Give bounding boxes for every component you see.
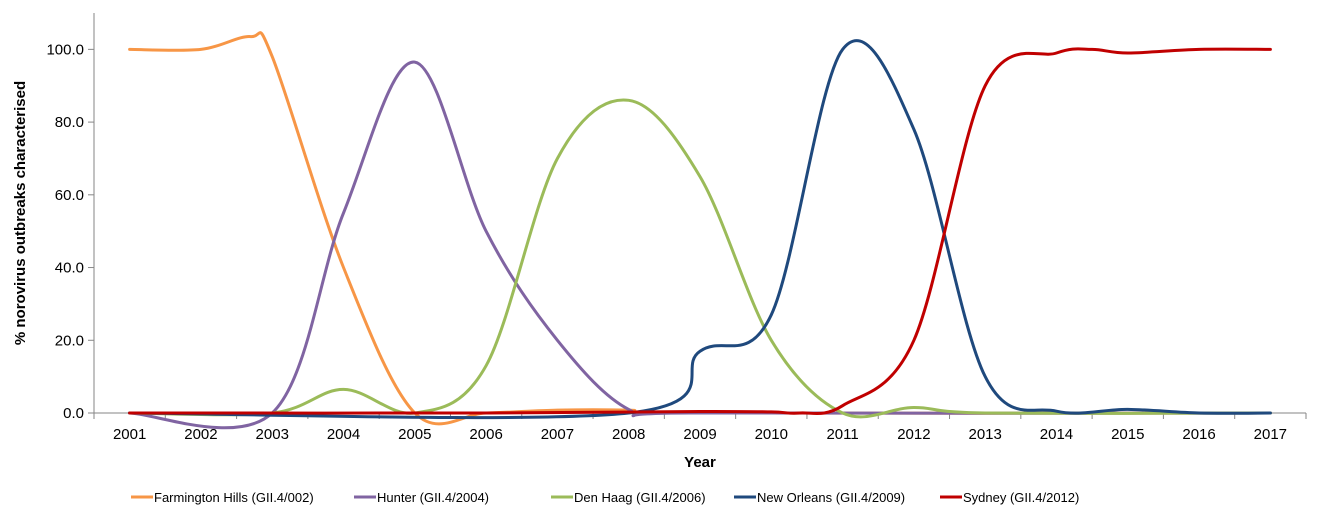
x-tick-label: 2014 xyxy=(1040,426,1073,443)
x-tick-label: 2011 xyxy=(826,426,858,443)
legend-item: Hunter (GII.4/2004) xyxy=(354,490,489,505)
x-tick-label: 2001 xyxy=(113,426,146,443)
y-tick-label: 40.0 xyxy=(55,260,84,277)
legend-item: Farmington Hills (GII.4/002) xyxy=(131,490,314,505)
series-lines xyxy=(128,31,1272,430)
legend-label: Sydney (GII.4/2012) xyxy=(963,490,1079,505)
x-tick-label: 2013 xyxy=(968,426,1001,443)
y-tick-label: 0.0 xyxy=(63,405,84,422)
legend-item: New Orleans (GII.4/2009) xyxy=(734,490,905,505)
legend: Farmington Hills (GII.4/002) Hunter (GII.… xyxy=(131,490,1079,505)
y-tick-label: 80.0 xyxy=(55,114,84,131)
x-axis-title: Year xyxy=(684,454,716,471)
x-tick-label: 2005 xyxy=(398,426,431,443)
legend-label: New Orleans (GII.4/2009) xyxy=(757,490,905,505)
y-axis-title: % norovirus outbreaks characterised xyxy=(12,81,29,345)
axes: 0.0 20.0 40.0 60.0 80.0 100.0 2001 2002 2003 2004… xyxy=(46,13,1307,443)
y-tick-label: 100.0 xyxy=(46,41,84,58)
x-tick-label: 2004 xyxy=(327,426,360,443)
legend-label: Farmington Hills (GII.4/002) xyxy=(154,490,314,505)
x-tick-label: 2006 xyxy=(469,426,502,443)
x-tick-label: 2017 xyxy=(1254,426,1287,443)
x-tick-label: 2012 xyxy=(897,426,930,443)
legend-label: Den Haag (GII.4/2006) xyxy=(574,490,706,505)
x-tick-label: 2007 xyxy=(541,426,574,443)
x-tick-label: 2009 xyxy=(683,426,716,443)
legend-item: Den Haag (GII.4/2006) xyxy=(551,490,706,505)
y-tick-label: 20.0 xyxy=(55,332,84,349)
series-line-1 xyxy=(128,60,1272,430)
series-line-4 xyxy=(128,47,1272,416)
legend-item: Sydney (GII.4/2012) xyxy=(940,490,1079,505)
x-tick-label: 2010 xyxy=(755,426,788,443)
x-tick-label: 2008 xyxy=(612,426,645,443)
series-line-2 xyxy=(128,98,1272,419)
legend-label: Hunter (GII.4/2004) xyxy=(377,490,489,505)
x-tick-label: 2003 xyxy=(256,426,289,443)
x-tick-label: 2002 xyxy=(184,426,217,443)
x-tick-label: 2016 xyxy=(1182,426,1215,443)
y-tick-label: 60.0 xyxy=(55,187,84,204)
x-tick-label: 2015 xyxy=(1111,426,1144,443)
